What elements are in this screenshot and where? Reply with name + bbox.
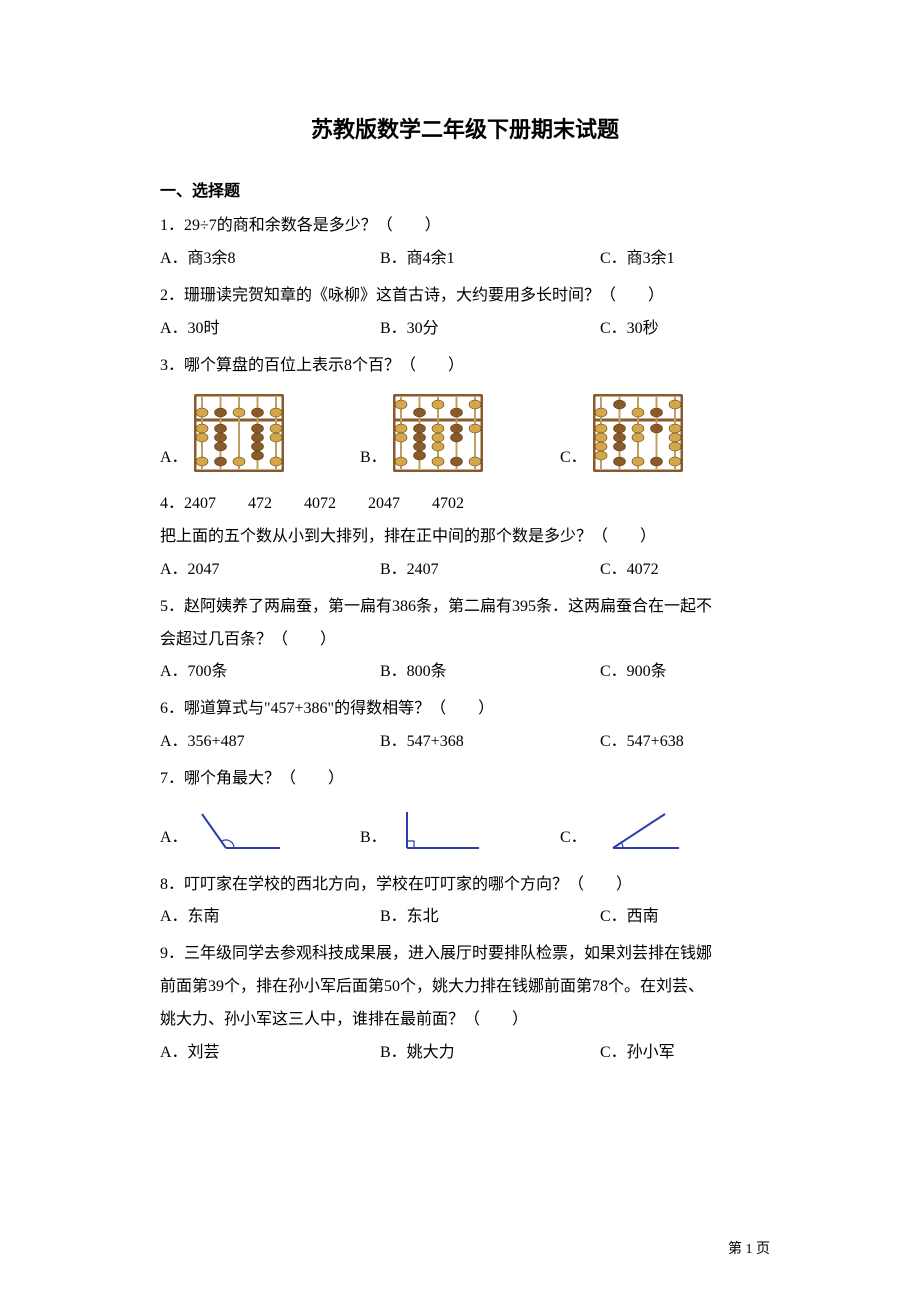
q4-option-c: C．4072 bbox=[600, 556, 760, 585]
q1-option-a: A．商3余8 bbox=[160, 245, 380, 274]
q3-option-a-label: A． bbox=[160, 444, 188, 473]
q3-option-b-wrap: B． bbox=[360, 394, 560, 472]
q4-option-b: B．2407 bbox=[380, 556, 600, 585]
q2-option-a: A．30时 bbox=[160, 315, 380, 344]
question-3-options: A． B． C． bbox=[160, 394, 770, 472]
question-2-options: A．30时 B．30分 C．30秒 bbox=[160, 315, 770, 344]
q3-option-c-label: C． bbox=[560, 444, 587, 473]
question-5-line1: 5．赵阿姨养了两扁蚕，第一扁有386条，第二扁有395条．这两扁蚕合在一起不 bbox=[160, 593, 770, 622]
question-5-line2: 会超过几百条？（ ） bbox=[160, 626, 770, 655]
q7-option-a-label: A． bbox=[160, 824, 188, 853]
page-number: 第 1 页 bbox=[728, 1237, 770, 1262]
q4-option-a: A．2047 bbox=[160, 556, 380, 585]
question-4-options: A．2047 B．2407 C．4072 bbox=[160, 556, 770, 585]
q5-option-a: A．700条 bbox=[160, 658, 380, 687]
q2-option-c: C．30秒 bbox=[600, 315, 760, 344]
question-2: 2．珊珊读完贺知章的《咏柳》这首古诗，大约要用多长时间？（ ） bbox=[160, 282, 770, 311]
q7-option-c-wrap: C． bbox=[560, 808, 760, 853]
q7-option-b-label: B． bbox=[360, 824, 387, 853]
q6-option-b: B．547+368 bbox=[380, 728, 600, 757]
angle-b-icon bbox=[393, 808, 483, 853]
question-9-line2: 前面第39个，排在孙小军后面第50个，姚大力排在钱娜前面第78个。在刘芸、 bbox=[160, 973, 770, 1002]
page: 苏教版数学二年级下册期末试题 一、选择题 1．29÷7的商和余数各是多少？（ ）… bbox=[0, 0, 920, 1302]
q7-option-c-label: C． bbox=[560, 824, 587, 853]
abacus-c-icon bbox=[593, 394, 683, 472]
q3-option-a-wrap: A． bbox=[160, 394, 360, 472]
section-1-heading: 一、选择题 bbox=[160, 178, 770, 207]
question-6-options: A．356+487 B．547+368 C．547+638 bbox=[160, 728, 770, 757]
q2-option-b: B．30分 bbox=[380, 315, 600, 344]
question-9-options: A．刘芸 B．姚大力 C．孙小军 bbox=[160, 1039, 770, 1068]
abacus-b-icon bbox=[393, 394, 483, 472]
question-6: 6．哪道算式与"457+386"的得数相等？（ ） bbox=[160, 695, 770, 724]
q7-option-b-wrap: B． bbox=[360, 808, 560, 853]
q9-option-b: B．姚大力 bbox=[380, 1039, 600, 1068]
q9-option-a: A．刘芸 bbox=[160, 1039, 380, 1068]
q6-option-c: C．547+638 bbox=[600, 728, 760, 757]
question-9-line3: 姚大力、孙小军这三人中，谁排在最前面？（ ） bbox=[160, 1006, 770, 1035]
question-7: 7．哪个角最大？（ ） bbox=[160, 765, 770, 794]
q5-option-c: C．900条 bbox=[600, 658, 760, 687]
q3-option-b-label: B． bbox=[360, 444, 387, 473]
question-8: 8．叮叮家在学校的西北方向，学校在叮叮家的哪个方向？（ ） bbox=[160, 871, 770, 900]
q8-option-a: A．东南 bbox=[160, 903, 380, 932]
question-7-options: A． B． C． bbox=[160, 808, 770, 853]
angle-a-icon bbox=[194, 808, 284, 853]
angle-c-icon bbox=[593, 808, 683, 853]
q5-option-b: B．800条 bbox=[380, 658, 600, 687]
question-9-line1: 9．三年级同学去参观科技成果展，进入展厅时要排队检票，如果刘芸排在钱娜 bbox=[160, 940, 770, 969]
question-1-options: A．商3余8 B．商4余1 C．商3余1 bbox=[160, 245, 770, 274]
q3-option-c-wrap: C． bbox=[560, 394, 760, 472]
question-4-line1: 4．2407 472 4072 2047 4702 bbox=[160, 490, 770, 519]
exam-title: 苏教版数学二年级下册期末试题 bbox=[160, 110, 770, 150]
q9-option-c: C．孙小军 bbox=[600, 1039, 760, 1068]
q1-option-c: C．商3余1 bbox=[600, 245, 760, 274]
question-5-options: A．700条 B．800条 C．900条 bbox=[160, 658, 770, 687]
question-8-options: A．东南 B．东北 C．西南 bbox=[160, 903, 770, 932]
q8-option-c: C．西南 bbox=[600, 903, 760, 932]
question-1: 1．29÷7的商和余数各是多少？（ ） bbox=[160, 212, 770, 241]
q1-option-b: B．商4余1 bbox=[380, 245, 600, 274]
q7-option-a-wrap: A． bbox=[160, 808, 360, 853]
question-3: 3．哪个算盘的百位上表示8个百？（ ） bbox=[160, 352, 770, 381]
q6-option-a: A．356+487 bbox=[160, 728, 380, 757]
q8-option-b: B．东北 bbox=[380, 903, 600, 932]
abacus-a-icon bbox=[194, 394, 284, 472]
question-4-line2: 把上面的五个数从小到大排列，排在正中间的那个数是多少？（ ） bbox=[160, 523, 770, 552]
